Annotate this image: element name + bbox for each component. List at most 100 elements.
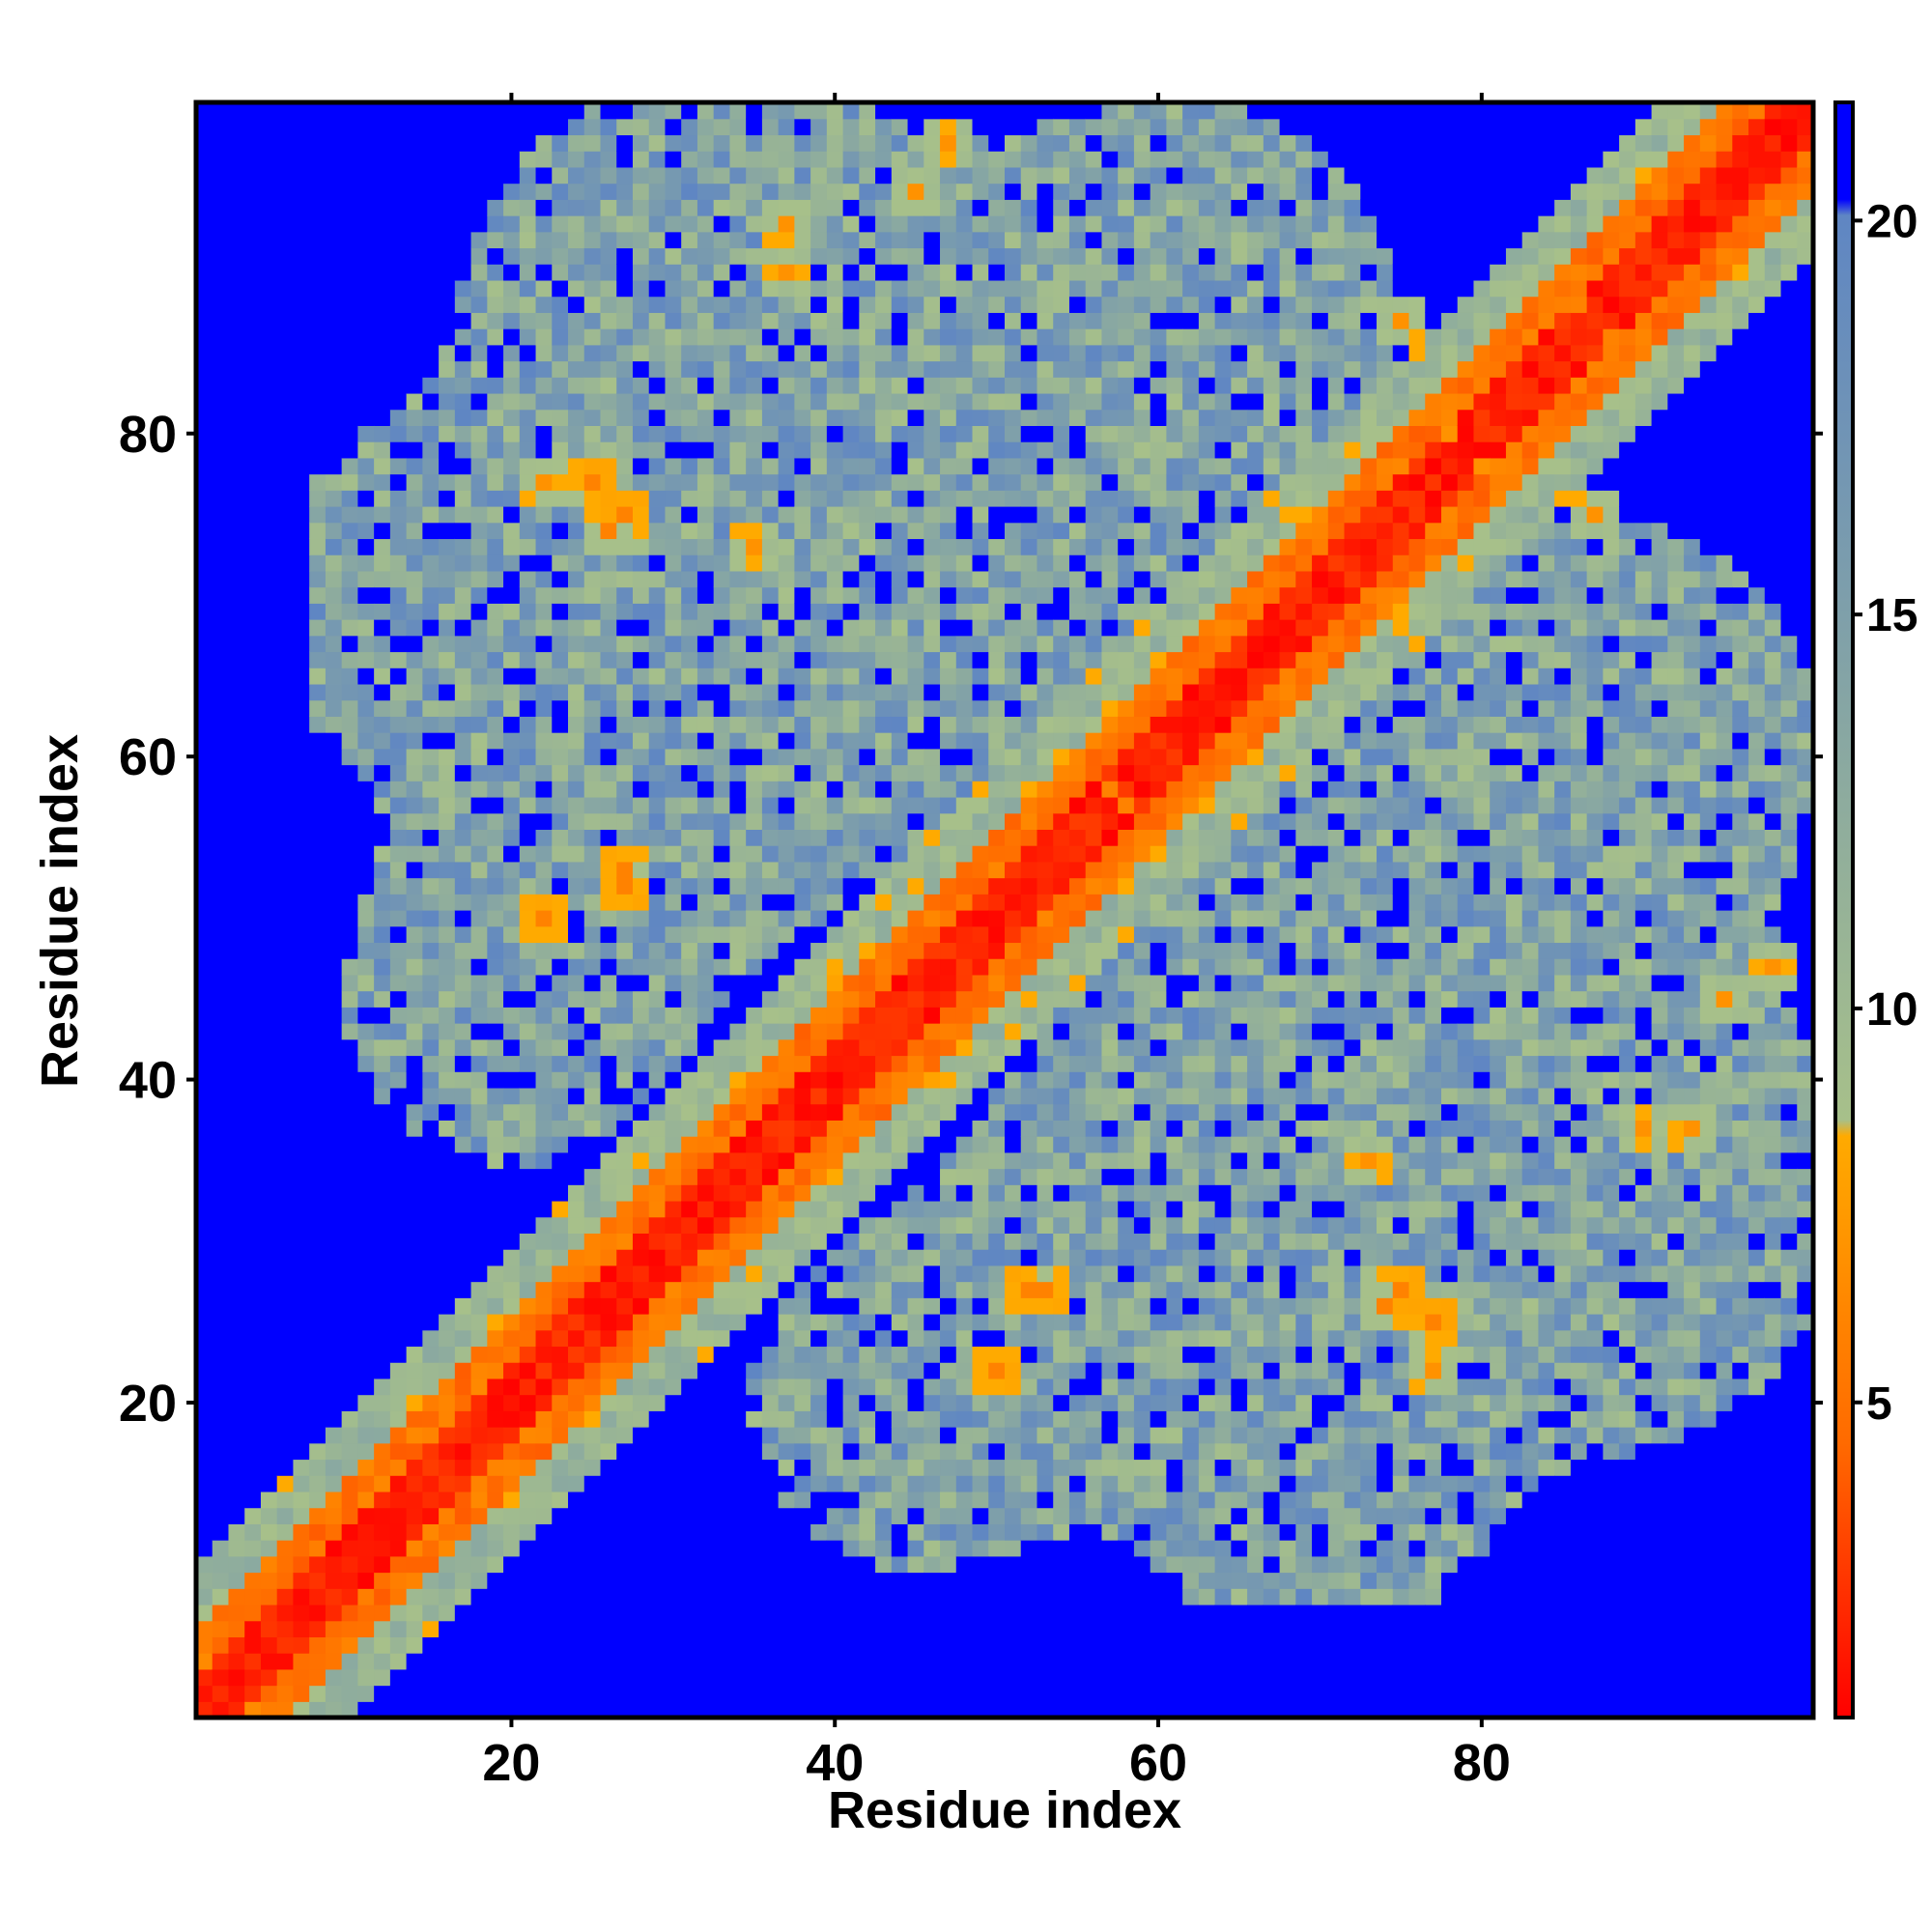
heatmap-cell: [842, 134, 860, 152]
heatmap-cell: [454, 1200, 472, 1218]
heatmap-cell: [422, 1540, 440, 1557]
heatmap-cell: [972, 1459, 989, 1476]
heatmap-cell: [746, 1572, 763, 1589]
heatmap-cell: [503, 635, 521, 653]
heatmap-cell: [276, 538, 295, 555]
heatmap-cell: [810, 845, 828, 863]
heatmap-cell: [746, 1329, 763, 1348]
heatmap-cell: [923, 1216, 941, 1234]
heatmap-cell: [778, 748, 795, 766]
heatmap-cell: [665, 877, 682, 895]
heatmap-cell: [907, 877, 924, 895]
heatmap-cell: [713, 1701, 731, 1719]
heatmap-cell: [583, 102, 602, 120]
heatmap-cell: [276, 1151, 295, 1170]
heatmap-cell: [761, 1216, 780, 1234]
heatmap-cell: [810, 1410, 828, 1428]
heatmap-cell: [406, 683, 423, 701]
heatmap-cell: [713, 1120, 731, 1137]
heatmap-cell: [632, 1459, 650, 1476]
heatmap-cell: [794, 1378, 811, 1396]
heatmap-cell: [746, 1087, 763, 1105]
heatmap-cell: [681, 151, 698, 168]
heatmap-cell: [503, 1103, 521, 1121]
heatmap-cell: [875, 151, 893, 168]
heatmap-cell: [244, 1620, 262, 1637]
heatmap-cell: [616, 457, 634, 475]
heatmap-cell: [212, 1038, 230, 1057]
heatmap-cell: [955, 1636, 974, 1654]
heatmap-cell: [810, 1168, 828, 1185]
heatmap-cell: [907, 1151, 924, 1170]
heatmap-cell: [503, 1555, 521, 1574]
heatmap-cell: [794, 635, 811, 653]
heatmap-cell: [665, 312, 682, 329]
heatmap-cell: [293, 974, 310, 992]
heatmap-cell: [713, 1216, 731, 1234]
heatmap-cell: [665, 781, 682, 798]
heatmap-cell: [600, 1475, 617, 1492]
heatmap-cell: [729, 1604, 747, 1622]
heatmap-cell: [568, 1572, 585, 1589]
heatmap-cell: [826, 522, 844, 540]
heatmap-cell: [276, 1572, 295, 1589]
heatmap-cell: [212, 1281, 230, 1298]
heatmap-cell: [632, 668, 650, 685]
heatmap-cell: [875, 1151, 893, 1170]
heatmap-cell: [681, 1362, 698, 1379]
heatmap-cell: [955, 1701, 974, 1719]
heatmap-cell: [632, 425, 650, 442]
heatmap-cell: [875, 1200, 893, 1218]
heatmap-cell: [357, 942, 375, 959]
heatmap-cell: [535, 1297, 553, 1315]
heatmap-cell: [907, 990, 924, 1008]
heatmap-cell: [276, 683, 295, 701]
heatmap-cell: [746, 990, 763, 1008]
heatmap-cell: [309, 441, 327, 459]
heatmap-cell: [228, 1491, 245, 1509]
heatmap-cell: [552, 1151, 569, 1170]
heatmap-cell: [616, 1264, 634, 1283]
heatmap-cell: [406, 958, 423, 976]
heatmap-cell: [196, 668, 213, 685]
heatmap-cell: [746, 457, 763, 475]
heatmap-cell: [988, 1459, 1006, 1476]
heatmap-cell: [454, 231, 472, 249]
heatmap-cell: [503, 1087, 521, 1105]
heatmap-cell: [648, 668, 667, 685]
heatmap-cell: [778, 1459, 795, 1476]
heatmap-cell: [810, 1378, 828, 1396]
heatmap-cell: [923, 151, 941, 168]
heatmap-cell: [972, 683, 989, 701]
heatmap-cell: [422, 118, 440, 136]
heatmap-cell: [729, 1636, 747, 1654]
heatmap-cell: [826, 1071, 844, 1089]
heatmap-cell: [713, 603, 731, 620]
heatmap-cell: [778, 1523, 795, 1541]
heatmap-cell: [212, 1264, 230, 1283]
heatmap-cell: [600, 1604, 617, 1622]
heatmap-cell: [212, 619, 230, 637]
heatmap-cell: [665, 1523, 682, 1541]
heatmap-cell: [374, 328, 391, 346]
heatmap-cell: [842, 360, 860, 378]
heatmap-cell: [746, 829, 763, 846]
heatmap-cell: [859, 716, 876, 733]
heatmap-cell: [616, 1475, 634, 1492]
heatmap-cell: [940, 1346, 957, 1363]
heatmap-cell: [487, 1427, 504, 1444]
heatmap-cell: [665, 538, 682, 555]
heatmap-cell: [519, 1023, 537, 1040]
heatmap-cell: [729, 1427, 747, 1444]
heatmap-cell: [875, 1555, 893, 1574]
heatmap-cell: [713, 1636, 731, 1654]
heatmap-cell: [519, 877, 537, 895]
heatmap-cell: [439, 409, 456, 426]
heatmap-cell: [293, 668, 310, 685]
heatmap-cell: [212, 1475, 230, 1492]
heatmap-cell: [583, 683, 602, 701]
heatmap-cell: [940, 1555, 957, 1574]
heatmap-cell: [746, 522, 763, 540]
heatmap-cell: [859, 1475, 876, 1492]
heatmap-cell: [212, 990, 230, 1008]
